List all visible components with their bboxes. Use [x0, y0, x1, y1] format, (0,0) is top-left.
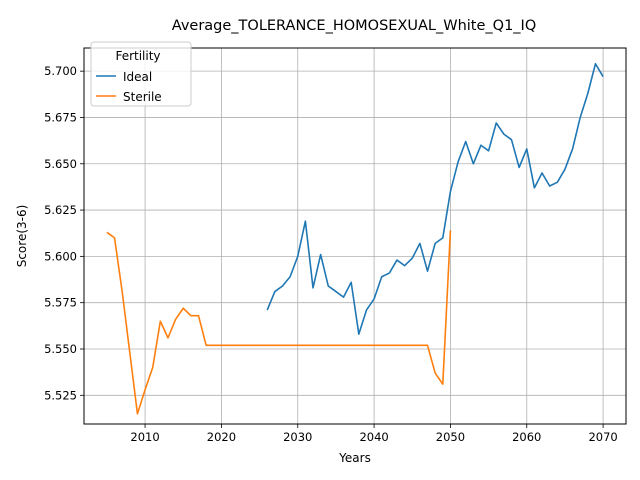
y-tick-label: 5.550: [44, 342, 77, 356]
y-tick-label: 5.575: [44, 296, 77, 310]
y-tick-label: 5.625: [44, 203, 77, 217]
chart-title: Average_TOLERANCE_HOMOSEXUAL_White_Q1_IQ: [172, 18, 536, 34]
x-tick-label: 2060: [512, 430, 541, 444]
series-line-ideal: [266, 62, 604, 335]
y-axis: 5.525 5.550 5.575 5.600 5.625 5.650 5.675 5.700: [44, 64, 84, 402]
y-tick-label: 5.700: [44, 64, 77, 78]
legend: Fertility Ideal Sterile: [90, 41, 192, 107]
series-line-sterile: [106, 230, 452, 415]
legend-label-ideal: Ideal: [123, 70, 152, 84]
legend-box: [90, 41, 192, 107]
y-axis-label: Score(3-6): [15, 205, 29, 268]
legend-title: Fertility: [115, 49, 160, 63]
x-tick-label: 2050: [436, 430, 465, 444]
x-tick-label: 2030: [283, 430, 312, 444]
x-tick-label: 2010: [130, 430, 159, 444]
x-tick-label: 2070: [588, 430, 617, 444]
x-axis-label: Years: [338, 451, 371, 465]
x-tick-label: 2020: [207, 430, 236, 444]
y-tick-label: 5.600: [44, 249, 77, 263]
y-tick-label: 5.525: [44, 388, 77, 402]
y-tick-label: 5.650: [44, 157, 77, 171]
plot-frame: [83, 47, 627, 425]
series-layer: [106, 62, 604, 415]
legend-label-sterile: Sterile: [123, 90, 162, 104]
y-tick-label: 5.675: [44, 110, 77, 124]
x-tick-label: 2040: [359, 430, 388, 444]
x-axis: 2010 2020 2030 2040 2050 2060 2070: [130, 424, 618, 444]
